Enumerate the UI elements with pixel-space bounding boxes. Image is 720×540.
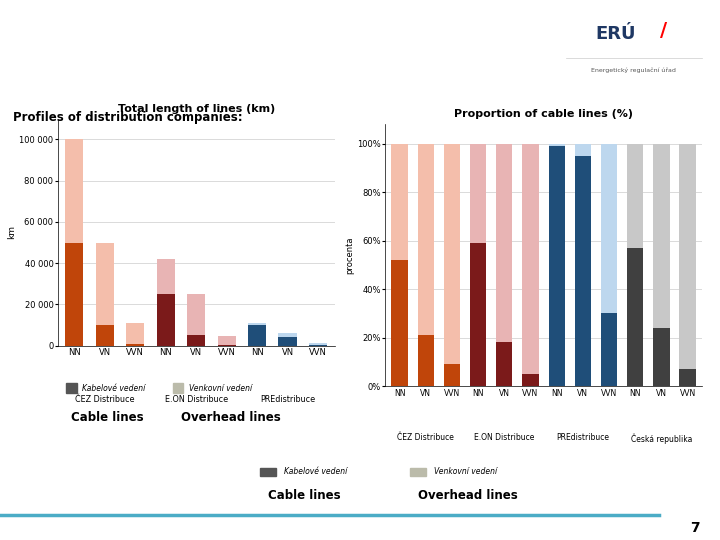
Text: Overhead lines: Overhead lines (418, 489, 518, 502)
Bar (627, 248, 644, 386)
Bar (96, 325, 114, 346)
Bar (418, 144, 434, 335)
Bar (260, 468, 276, 476)
Bar (392, 260, 408, 386)
Bar (279, 333, 297, 338)
Text: Overhead lines: Overhead lines (181, 410, 281, 424)
Bar (575, 156, 591, 386)
Bar (444, 364, 460, 386)
Bar (217, 345, 235, 346)
Bar (680, 369, 696, 386)
Bar (444, 144, 460, 364)
Bar (418, 335, 434, 386)
Bar (248, 323, 266, 325)
Bar (392, 144, 408, 260)
Text: Kabelové vedení: Kabelové vedení (82, 383, 145, 393)
Text: /: / (660, 21, 667, 40)
Bar (173, 383, 184, 393)
Text: ČEZ Distribuce: ČEZ Distribuce (75, 395, 135, 404)
Text: PREdistribuce: PREdistribuce (260, 395, 315, 404)
Text: Kabelové vedení: Kabelové vedení (284, 468, 347, 476)
Text: Evaluation of power distribution continuity: Evaluation of power distribution continu… (11, 53, 446, 71)
Bar (187, 335, 205, 346)
Bar (279, 338, 297, 346)
Text: E.ON Distribuce: E.ON Distribuce (474, 434, 534, 442)
Bar (627, 144, 644, 248)
Text: Cable lines: Cable lines (268, 489, 341, 502)
Bar (470, 243, 486, 386)
Text: 7: 7 (690, 521, 700, 535)
Text: Cable lines: Cable lines (71, 410, 144, 424)
Bar (549, 144, 564, 146)
Bar (309, 342, 327, 345)
Bar (156, 294, 175, 346)
Bar (496, 342, 513, 386)
Bar (96, 242, 114, 325)
Bar (410, 468, 426, 476)
Bar (66, 139, 84, 242)
Bar (126, 343, 145, 346)
Title: Proportion of cable lines (%): Proportion of cable lines (%) (454, 109, 633, 119)
Text: ERÚ: ERÚ (595, 25, 636, 43)
Bar (309, 345, 327, 346)
Text: Energetický regulační úřad: Energetický regulační úřad (591, 68, 676, 73)
Text: Profiles of distribution companies:: Profiles of distribution companies: (13, 111, 243, 124)
Bar (523, 144, 539, 374)
Text: E.ON Distribuce: E.ON Distribuce (165, 395, 228, 404)
Bar (601, 144, 617, 313)
Bar (575, 144, 591, 156)
Y-axis label: km: km (7, 225, 17, 239)
Bar (217, 336, 235, 345)
Text: ČEZ Distribuce: ČEZ Distribuce (397, 434, 454, 442)
Bar (126, 323, 145, 343)
Text: PREdistribuce: PREdistribuce (557, 434, 609, 442)
Bar (66, 383, 77, 393)
Bar (653, 328, 670, 386)
Title: Total length of lines (km): Total length of lines (km) (117, 104, 275, 114)
Bar (496, 144, 513, 342)
Bar (66, 242, 84, 346)
Bar (601, 313, 617, 386)
Bar (248, 325, 266, 346)
Y-axis label: procenta: procenta (346, 237, 354, 274)
Bar (680, 144, 696, 369)
Bar (156, 259, 175, 294)
Bar (470, 144, 486, 243)
Bar (653, 144, 670, 328)
Text: Venkovní vedení: Venkovní vedení (434, 468, 498, 476)
Bar (549, 146, 564, 386)
Bar (187, 294, 205, 335)
Text: Venkovní vedení: Venkovní vedení (189, 383, 252, 393)
Bar (523, 374, 539, 386)
Text: Česká republika: Česká republika (631, 434, 692, 444)
